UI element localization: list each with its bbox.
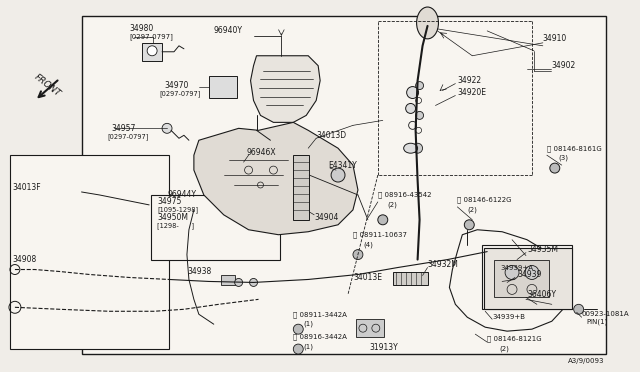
Polygon shape: [194, 122, 358, 235]
Circle shape: [235, 279, 243, 286]
Text: E4341Y: E4341Y: [328, 161, 357, 170]
Text: 36406Y: 36406Y: [527, 290, 556, 299]
Text: A3/9/0093: A3/9/0093: [568, 358, 605, 364]
Ellipse shape: [417, 7, 438, 39]
Text: 34939: 34939: [517, 270, 541, 279]
Text: 34938: 34938: [187, 267, 211, 276]
Bar: [81, 16, 607, 354]
Circle shape: [353, 250, 363, 260]
Bar: [393, 272, 428, 285]
Text: Ⓑ 08146-8161G: Ⓑ 08146-8161G: [547, 145, 602, 151]
Bar: [482, 245, 572, 309]
Text: FRONT: FRONT: [33, 73, 63, 99]
Text: (1): (1): [303, 321, 313, 327]
Text: 34980: 34980: [129, 25, 154, 33]
Bar: [356, 319, 384, 337]
Ellipse shape: [404, 143, 417, 153]
Text: (2): (2): [467, 206, 477, 213]
Text: 34970: 34970: [164, 81, 188, 90]
Circle shape: [293, 344, 303, 354]
Text: [0297-0797]: [0297-0797]: [108, 133, 148, 140]
Text: Ⓑ 08146-6122G: Ⓑ 08146-6122G: [458, 197, 512, 203]
Circle shape: [573, 304, 584, 314]
Circle shape: [162, 124, 172, 133]
Text: 34904: 34904: [314, 213, 339, 222]
Circle shape: [331, 168, 345, 182]
Text: (3): (3): [559, 155, 569, 161]
Text: (2): (2): [499, 346, 509, 352]
Text: 34920E: 34920E: [458, 88, 486, 97]
Text: 34935M: 34935M: [527, 245, 558, 254]
Text: 34939+A: 34939+A: [500, 264, 533, 270]
Text: 34902: 34902: [552, 61, 576, 70]
Bar: [494, 260, 549, 297]
Text: 34013F: 34013F: [12, 183, 40, 192]
Text: (2): (2): [388, 202, 397, 208]
Text: 34975: 34975: [157, 198, 182, 206]
Circle shape: [505, 266, 519, 279]
Text: 34957: 34957: [111, 124, 136, 133]
Bar: [151, 195, 280, 260]
Text: Ⓝ 08911-10637: Ⓝ 08911-10637: [353, 231, 407, 238]
Bar: [142, 43, 162, 61]
Circle shape: [550, 163, 560, 173]
Bar: [484, 248, 572, 309]
Bar: [221, 276, 235, 285]
Circle shape: [147, 46, 157, 56]
Text: (1): (1): [303, 344, 313, 350]
Text: PIN(1): PIN(1): [587, 319, 608, 326]
Text: 34013E: 34013E: [353, 273, 382, 282]
Circle shape: [406, 87, 419, 99]
Text: 00923-1081A: 00923-1081A: [582, 311, 629, 317]
Circle shape: [250, 279, 257, 286]
Bar: [293, 155, 309, 220]
Text: [0297-0797]: [0297-0797]: [129, 33, 173, 40]
Bar: [10, 155, 169, 349]
Text: 96944Y: 96944Y: [167, 190, 196, 199]
Text: 34950M: 34950M: [157, 213, 188, 222]
Circle shape: [415, 81, 424, 90]
Text: 34908: 34908: [12, 255, 36, 264]
Text: [1298-      ]: [1298- ]: [157, 222, 194, 229]
Text: Ⓜ 08916-43542: Ⓜ 08916-43542: [378, 192, 431, 198]
Circle shape: [464, 220, 474, 230]
Text: 34939+B: 34939+B: [492, 314, 525, 320]
Text: [1095-1298]: [1095-1298]: [157, 206, 198, 213]
Text: 96940Y: 96940Y: [214, 26, 243, 35]
Text: Ⓑ 08146-8121G: Ⓑ 08146-8121G: [487, 336, 542, 342]
Text: (4): (4): [363, 241, 372, 248]
Circle shape: [378, 215, 388, 225]
Circle shape: [406, 103, 415, 113]
Text: [0297-0797]: [0297-0797]: [159, 90, 200, 97]
Text: 96946X: 96946X: [246, 148, 276, 157]
Text: 34922: 34922: [458, 76, 481, 85]
Bar: [209, 76, 237, 97]
Polygon shape: [250, 56, 320, 122]
Text: 31913Y: 31913Y: [370, 343, 399, 352]
Text: Ⓝ 08911-3442A: Ⓝ 08911-3442A: [293, 311, 347, 318]
Text: 34013D: 34013D: [316, 131, 346, 140]
Text: 34910: 34910: [543, 34, 567, 44]
Circle shape: [415, 112, 424, 119]
Circle shape: [413, 143, 422, 153]
Text: Ⓜ 08916-3442A: Ⓜ 08916-3442A: [293, 334, 347, 340]
Circle shape: [293, 324, 303, 334]
Text: 34932M: 34932M: [428, 260, 458, 269]
Circle shape: [525, 266, 539, 279]
